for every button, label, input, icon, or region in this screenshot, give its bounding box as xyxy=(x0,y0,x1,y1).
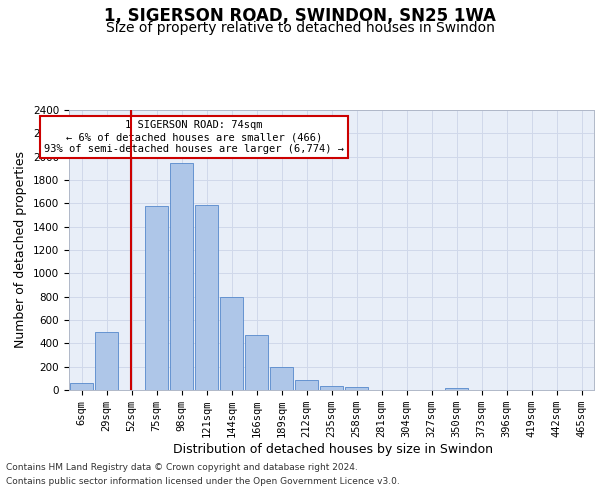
Bar xyxy=(295,380,319,390)
Bar xyxy=(170,162,193,390)
Bar xyxy=(245,334,268,390)
Text: Size of property relative to detached houses in Swindon: Size of property relative to detached ho… xyxy=(106,21,494,35)
Bar xyxy=(445,388,469,390)
Text: 1, SIGERSON ROAD, SWINDON, SN25 1WA: 1, SIGERSON ROAD, SWINDON, SN25 1WA xyxy=(104,8,496,26)
Bar xyxy=(220,296,244,390)
Bar xyxy=(269,367,293,390)
Bar xyxy=(145,206,169,390)
Bar xyxy=(70,383,94,390)
Y-axis label: Number of detached properties: Number of detached properties xyxy=(14,152,28,348)
Text: Distribution of detached houses by size in Swindon: Distribution of detached houses by size … xyxy=(173,442,493,456)
Bar xyxy=(194,204,218,390)
Bar xyxy=(320,386,343,390)
Bar xyxy=(95,332,118,390)
Text: Contains public sector information licensed under the Open Government Licence v3: Contains public sector information licen… xyxy=(6,477,400,486)
Text: Contains HM Land Registry data © Crown copyright and database right 2024.: Contains HM Land Registry data © Crown c… xyxy=(6,464,358,472)
Bar xyxy=(344,386,368,390)
Text: 1 SIGERSON ROAD: 74sqm
← 6% of detached houses are smaller (466)
93% of semi-det: 1 SIGERSON ROAD: 74sqm ← 6% of detached … xyxy=(44,120,344,154)
